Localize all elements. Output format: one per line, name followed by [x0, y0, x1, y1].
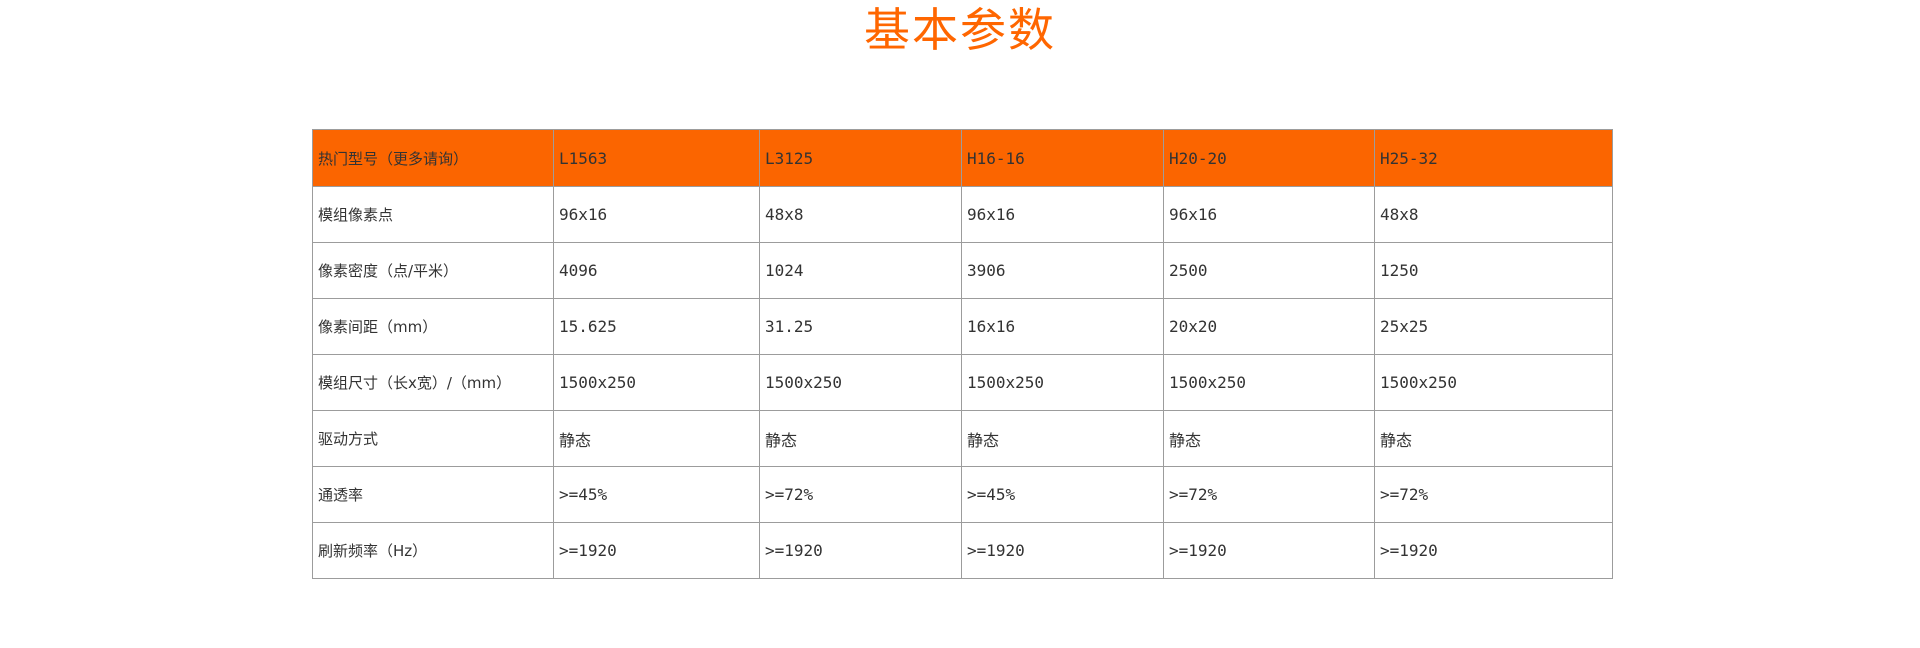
cell: 3906: [961, 242, 1164, 299]
cell: 1500x250: [961, 354, 1164, 411]
cell: 96x16: [553, 186, 760, 243]
cell: 静态: [759, 410, 962, 467]
row-label: 模组像素点: [312, 186, 554, 243]
cell: 20x20: [1163, 298, 1375, 355]
cell: 48x8: [1374, 186, 1613, 243]
row-label: 驱动方式: [312, 410, 554, 467]
page-title: 基本参数: [864, 3, 1056, 57]
header-cell-model-l3125: L3125: [759, 129, 962, 187]
cell: 96x16: [961, 186, 1164, 243]
table-row-pixel-pitch: 像素间距（mm） 15.625 31.25 16x16 20x20 25x25: [312, 298, 1613, 355]
table-row-drive-mode: 驱动方式 静态 静态 静态 静态 静态: [312, 410, 1613, 467]
row-label: 模组尺寸（长x宽）/（mm）: [312, 354, 554, 411]
spec-table-container: 热门型号（更多请询） L1563 L3125 H16-16 H20-20 H25…: [312, 129, 1613, 579]
cell: >=1920: [553, 522, 760, 579]
cell: >=45%: [553, 466, 760, 523]
cell: 静态: [1374, 410, 1613, 467]
cell: 1024: [759, 242, 962, 299]
cell: 静态: [1163, 410, 1375, 467]
row-label: 像素密度（点/平米）: [312, 242, 554, 299]
row-label: 通透率: [312, 466, 554, 523]
cell: 16x16: [961, 298, 1164, 355]
spec-table: 热门型号（更多请询） L1563 L3125 H16-16 H20-20 H25…: [312, 129, 1613, 579]
cell: 静态: [553, 410, 760, 467]
cell: 25x25: [1374, 298, 1613, 355]
cell: 1500x250: [1374, 354, 1613, 411]
cell: 15.625: [553, 298, 760, 355]
header-cell-model-l1563: L1563: [553, 129, 760, 187]
cell: 1500x250: [1163, 354, 1375, 411]
cell: 1500x250: [759, 354, 962, 411]
header-cell-model-h25-32: H25-32: [1374, 129, 1613, 187]
cell: 2500: [1163, 242, 1375, 299]
cell: 静态: [961, 410, 1164, 467]
cell: >=45%: [961, 466, 1164, 523]
table-row-transparency: 通透率 >=45% >=72% >=45% >=72% >=72%: [312, 466, 1613, 523]
cell: 48x8: [759, 186, 962, 243]
table-header-row: 热门型号（更多请询） L1563 L3125 H16-16 H20-20 H25…: [312, 129, 1613, 187]
cell: 1500x250: [553, 354, 760, 411]
cell: 1250: [1374, 242, 1613, 299]
cell: >=72%: [1163, 466, 1375, 523]
row-label: 刷新频率（Hz）: [312, 522, 554, 579]
header-cell-model-h20-20: H20-20: [1163, 129, 1375, 187]
table-row-module-size: 模组尺寸（长x宽）/（mm） 1500x250 1500x250 1500x25…: [312, 354, 1613, 411]
cell: 96x16: [1163, 186, 1375, 243]
row-label: 像素间距（mm）: [312, 298, 554, 355]
cell: >=72%: [759, 466, 962, 523]
table-row-pixel-density: 像素密度（点/平米） 4096 1024 3906 2500 1250: [312, 242, 1613, 299]
cell: >=1920: [1374, 522, 1613, 579]
cell: >=72%: [1374, 466, 1613, 523]
cell: 31.25: [759, 298, 962, 355]
cell: >=1920: [961, 522, 1164, 579]
header-cell-label: 热门型号（更多请询）: [312, 129, 554, 187]
header-cell-model-h16-16: H16-16: [961, 129, 1164, 187]
cell: 4096: [553, 242, 760, 299]
table-row-module-pixels: 模组像素点 96x16 48x8 96x16 96x16 48x8: [312, 186, 1613, 243]
cell: >=1920: [759, 522, 962, 579]
table-row-refresh-rate: 刷新频率（Hz） >=1920 >=1920 >=1920 >=1920 >=1…: [312, 522, 1613, 579]
cell: >=1920: [1163, 522, 1375, 579]
